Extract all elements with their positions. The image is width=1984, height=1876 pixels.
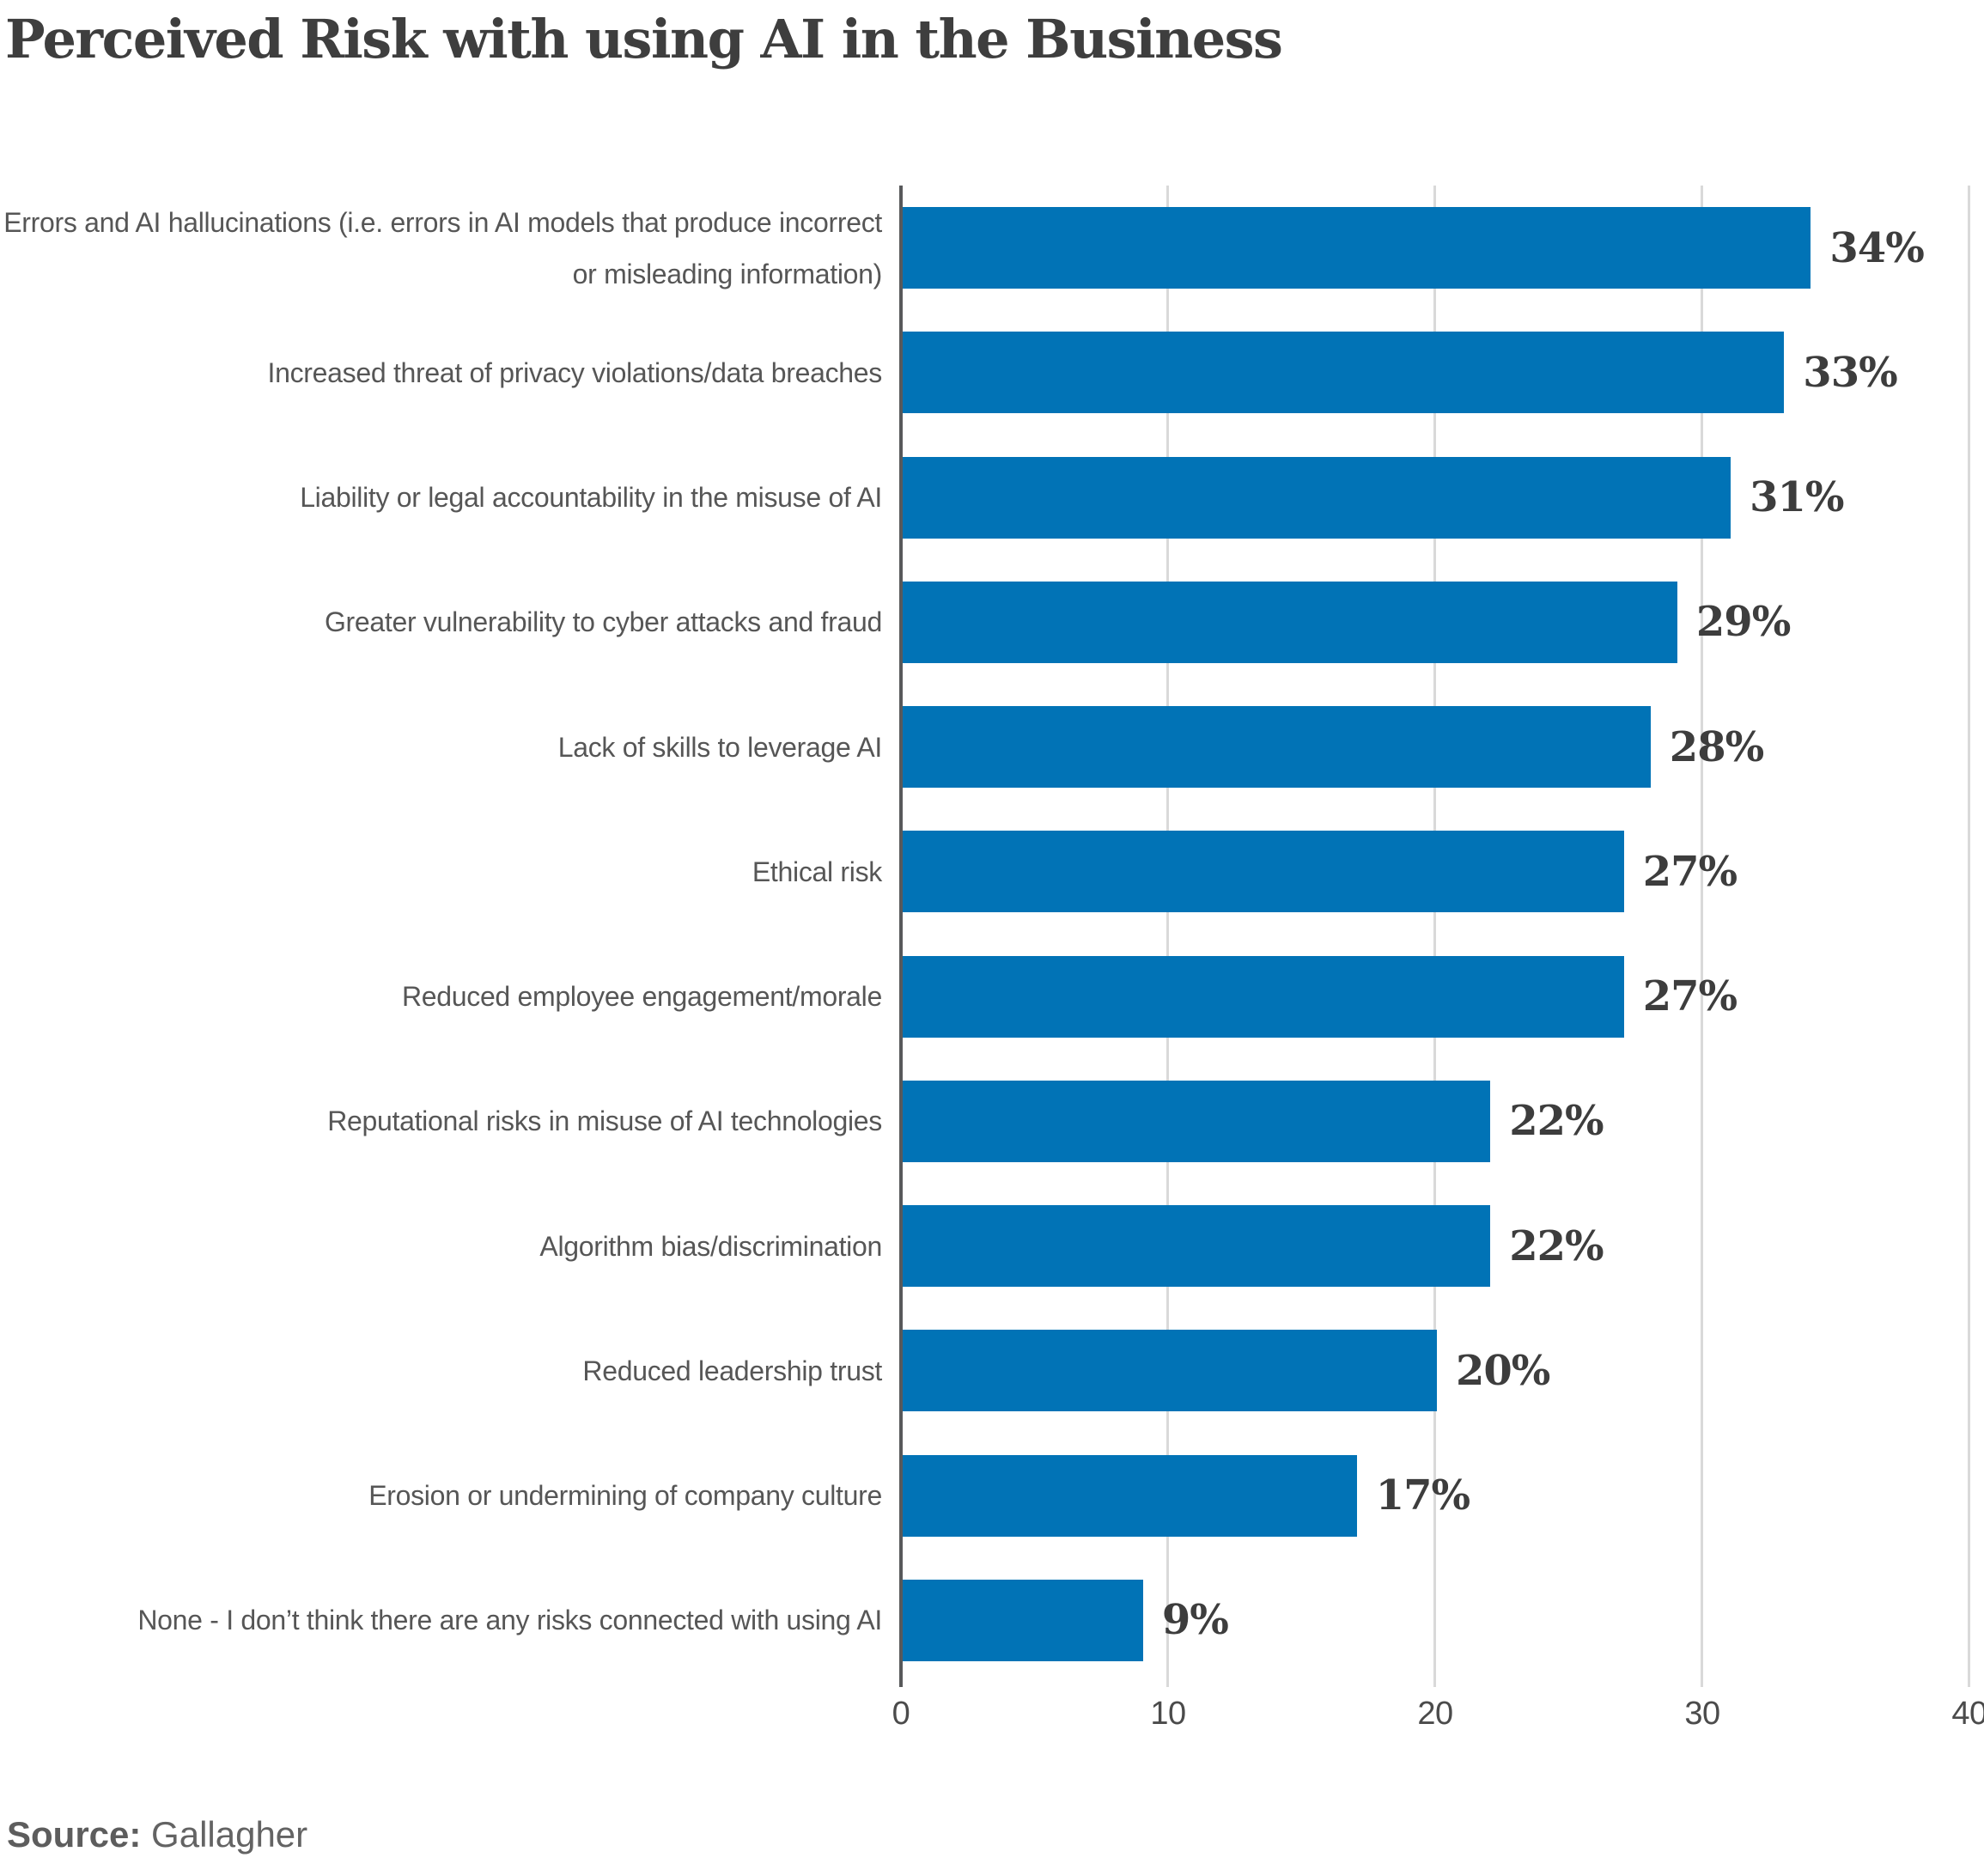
category-label: Erosion or undermining of company cultur… <box>368 1480 882 1512</box>
chart-row: Increased threat of privacy violations/d… <box>0 310 1984 435</box>
category-label: None - I don’t think there are any risks… <box>137 1605 882 1636</box>
category-label: Reputational risks in misuse of AI techn… <box>327 1106 882 1137</box>
bar <box>903 831 1624 913</box>
chart-row: Algorithm bias/discrimination 22% <box>0 1184 1984 1308</box>
value-label: 27% <box>1642 972 1738 1021</box>
bar <box>903 207 1811 289</box>
x-tick-label: 30 <box>1684 1696 1720 1732</box>
value-label: 28% <box>1669 722 1764 771</box>
chart-title: Perceived Risk with using AI in the Busi… <box>5 8 1283 70</box>
category-label: Lack of skills to leverage AI <box>557 731 883 763</box>
bar <box>903 706 1651 788</box>
chart-row: Liability or legal accountability in the… <box>0 436 1984 560</box>
x-gridline <box>1701 186 1703 1687</box>
value-label: 17% <box>1375 1471 1470 1520</box>
x-tick-label: 20 <box>1417 1696 1453 1732</box>
chart-row: Greater vulnerability to cyber attacks a… <box>0 560 1984 685</box>
x-tick-label: 40 <box>1951 1696 1984 1732</box>
value-label: 27% <box>1642 847 1738 896</box>
value-label: 22% <box>1509 1221 1604 1270</box>
value-label: 29% <box>1695 598 1791 647</box>
value-label: 20% <box>1456 1346 1550 1395</box>
bar <box>903 955 1624 1038</box>
bar <box>903 456 1731 539</box>
value-label: 31% <box>1750 473 1844 522</box>
source-line: Source: Gallagher <box>7 1814 307 1855</box>
category-label: Greater vulnerability to cyber attacks a… <box>324 606 882 638</box>
bar <box>903 332 1785 414</box>
x-gridline <box>1166 186 1169 1687</box>
x-gridline <box>1968 186 1970 1687</box>
chart-row: Reputational risks in misuse of AI techn… <box>0 1059 1984 1184</box>
value-label: 33% <box>1803 348 1897 397</box>
bar <box>903 581 1677 663</box>
chart-row: Reduced employee engagement/morale 27% <box>0 935 1984 1059</box>
bar <box>903 1205 1491 1287</box>
category-label: Reduced employee engagement/morale <box>401 981 882 1013</box>
value-label: 34% <box>1829 223 1924 272</box>
value-label: 22% <box>1509 1097 1604 1146</box>
category-label: Errors and AI hallucinations (i.e. error… <box>3 206 882 289</box>
x-tick-label: 10 <box>1150 1696 1186 1732</box>
chart-row: Errors and AI hallucinations (i.e. error… <box>0 186 1984 310</box>
source-value: Gallagher <box>151 1814 308 1855</box>
chart-row: Erosion or undermining of company cultur… <box>0 1434 1984 1558</box>
bar <box>903 1330 1437 1412</box>
x-gridline <box>1433 186 1436 1687</box>
x-tick-label: 0 <box>892 1696 910 1732</box>
bar <box>903 1454 1357 1537</box>
category-label: Increased threat of privacy violations/d… <box>267 356 883 388</box>
bar <box>903 1080 1491 1162</box>
chart-row: Reduced leadership trust 20% <box>0 1308 1984 1433</box>
source-label: Source: <box>7 1814 142 1855</box>
bar <box>903 1579 1143 1661</box>
category-label: Algorithm bias/discrimination <box>539 1230 882 1262</box>
category-label: Ethical risk <box>752 856 882 887</box>
value-label: 9% <box>1161 1596 1229 1645</box>
category-label: Reduced leadership trust <box>582 1355 882 1386</box>
chart-row: None - I don’t think there are any risks… <box>0 1558 1984 1683</box>
category-label: Liability or legal accountability in the… <box>300 482 882 514</box>
y-axis-line <box>899 186 903 1687</box>
chart-row: Ethical risk 27% <box>0 809 1984 934</box>
chart-row: Lack of skills to leverage AI 28% <box>0 685 1984 809</box>
